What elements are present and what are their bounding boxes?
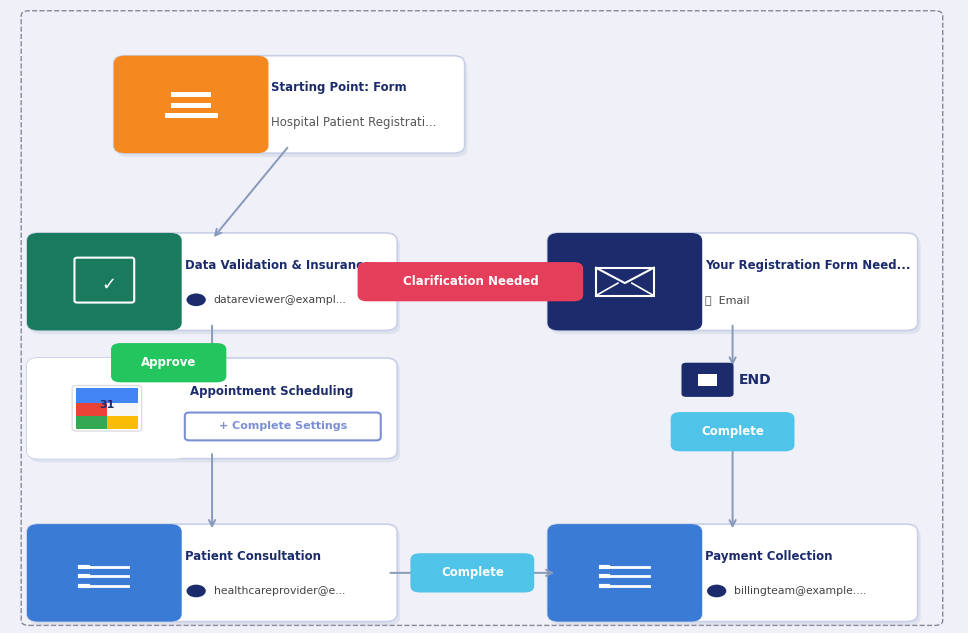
- Text: Approve: Approve: [141, 356, 197, 369]
- FancyBboxPatch shape: [27, 524, 397, 622]
- Text: Your Registration Form Need...: Your Registration Form Need...: [705, 259, 911, 272]
- FancyBboxPatch shape: [27, 233, 182, 330]
- Bar: [698, 373, 717, 386]
- FancyBboxPatch shape: [116, 60, 468, 157]
- Circle shape: [187, 294, 206, 306]
- FancyBboxPatch shape: [114, 56, 465, 153]
- Text: ✓: ✓: [102, 276, 117, 294]
- Text: Appointment Scheduling: Appointment Scheduling: [190, 385, 353, 398]
- FancyBboxPatch shape: [73, 385, 141, 431]
- Text: Complete: Complete: [701, 425, 764, 438]
- FancyBboxPatch shape: [30, 237, 400, 334]
- Bar: [638, 532, 692, 614]
- Text: Hospital Patient Registrati...: Hospital Patient Registrati...: [271, 116, 437, 129]
- FancyBboxPatch shape: [548, 524, 702, 622]
- Text: Data Validation & Insurance ...: Data Validation & Insurance ...: [185, 259, 389, 272]
- FancyBboxPatch shape: [410, 553, 534, 592]
- Text: 🔗  Email: 🔗 Email: [705, 295, 750, 304]
- Bar: [76, 403, 106, 416]
- Bar: [106, 403, 137, 416]
- FancyBboxPatch shape: [671, 412, 795, 451]
- FancyBboxPatch shape: [27, 358, 397, 458]
- Bar: [204, 63, 258, 146]
- Text: + Complete Settings: + Complete Settings: [219, 422, 347, 432]
- Bar: [171, 92, 211, 97]
- FancyBboxPatch shape: [681, 363, 734, 397]
- Bar: [76, 388, 137, 403]
- FancyBboxPatch shape: [548, 233, 702, 330]
- Text: healthcareprovider@e...: healthcareprovider@e...: [214, 586, 345, 596]
- Bar: [117, 241, 172, 323]
- FancyBboxPatch shape: [27, 233, 397, 330]
- Text: datareviewer@exampl...: datareviewer@exampl...: [214, 295, 347, 304]
- FancyBboxPatch shape: [27, 524, 182, 622]
- Text: Payment Collection: Payment Collection: [705, 550, 832, 563]
- FancyBboxPatch shape: [551, 528, 921, 625]
- Bar: [121, 366, 177, 451]
- FancyBboxPatch shape: [27, 358, 187, 458]
- Bar: [106, 416, 137, 429]
- Bar: [638, 241, 692, 323]
- Text: Clarification Needed: Clarification Needed: [403, 275, 538, 288]
- Text: Complete: Complete: [440, 567, 503, 579]
- FancyBboxPatch shape: [551, 237, 921, 334]
- Circle shape: [707, 585, 726, 598]
- Text: Starting Point: Form: Starting Point: Form: [271, 82, 407, 94]
- Bar: [117, 532, 172, 614]
- Text: Patient Consultation: Patient Consultation: [185, 550, 320, 563]
- Bar: [596, 268, 653, 296]
- Bar: [171, 103, 211, 108]
- Bar: [165, 113, 218, 118]
- FancyBboxPatch shape: [548, 233, 918, 330]
- FancyBboxPatch shape: [185, 413, 380, 441]
- Text: END: END: [739, 373, 771, 387]
- Bar: [76, 416, 106, 429]
- FancyBboxPatch shape: [30, 528, 400, 625]
- FancyBboxPatch shape: [357, 262, 583, 301]
- Text: billingteam@example....: billingteam@example....: [734, 586, 866, 596]
- FancyBboxPatch shape: [111, 343, 227, 382]
- FancyBboxPatch shape: [30, 362, 400, 462]
- Circle shape: [187, 585, 206, 598]
- FancyBboxPatch shape: [114, 56, 268, 153]
- FancyBboxPatch shape: [548, 524, 918, 622]
- Text: 31: 31: [99, 400, 114, 410]
